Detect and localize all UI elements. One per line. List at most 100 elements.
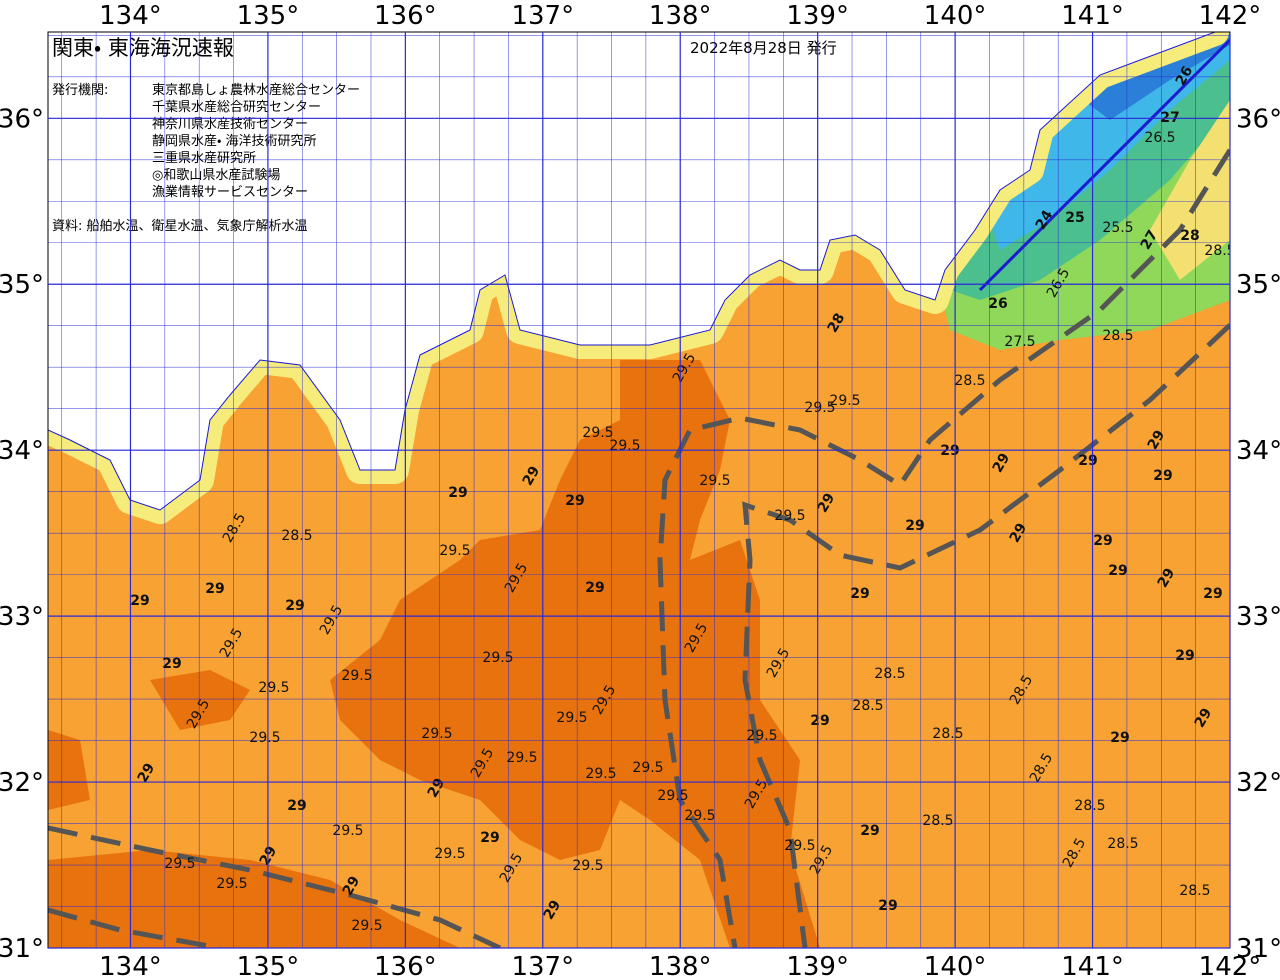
issue-date: 2022年8月28日 発行 [690, 39, 837, 57]
contour-label: 29.5 [556, 710, 587, 726]
lon-tick-label: 140° [924, 952, 987, 980]
contour-label: 29 [940, 443, 959, 459]
contour-label: 29.5 [632, 760, 663, 776]
contour-label: 29.5 [258, 680, 289, 696]
contour-label: 29 [285, 598, 304, 614]
lon-tick-label: 139° [786, 1, 849, 31]
contour-label: 28.5 [874, 666, 905, 682]
issuer: 静岡県水産・ 海洋技術研究所 [152, 133, 317, 149]
contour-label: 29 [905, 518, 924, 534]
contour-label: 29.5 [421, 726, 452, 742]
contour-label: 29 [287, 798, 306, 814]
lon-tick-label: 135° [237, 1, 300, 31]
contour-label: 29.5 [434, 846, 465, 862]
contour-label: 29.5 [506, 750, 537, 766]
contour-label: 28.5 [1179, 883, 1210, 899]
contour-label: 29.5 [657, 788, 688, 804]
contour-label: 28.5 [932, 726, 963, 742]
contour-label: 29.5 [746, 728, 777, 744]
issuer: 東京都島しょ農林水産総合センター [152, 82, 360, 98]
lat-tick-label: 36° [1236, 104, 1280, 134]
contour-label: 29 [205, 581, 224, 597]
lat-tick-label: 32° [0, 768, 44, 798]
warm-core [48, 360, 820, 948]
contour-label: 28 [1180, 228, 1199, 244]
lon-tick-label: 137° [511, 952, 574, 980]
lat-tick-label: 34° [0, 436, 44, 466]
lon-tick-label: 136° [374, 1, 437, 31]
lat-tick-label: 31° [0, 934, 44, 964]
contour-label: 29 [162, 656, 181, 672]
contour-label: 29.5 [582, 425, 613, 441]
contour-label: 29.5 [804, 400, 835, 416]
contour-label: 29.5 [482, 650, 513, 666]
contour-label: 29.5 [609, 438, 640, 454]
contour-label: 29 [130, 593, 149, 609]
contour-label: 28.5 [852, 698, 883, 714]
lon-tick-label: 136° [374, 952, 437, 980]
contour-label: 28.5 [1107, 836, 1138, 852]
lon-tick-label: 141° [1061, 1, 1124, 31]
contour-label: 28.5 [281, 528, 312, 544]
contour-label: 29.5 [332, 823, 363, 839]
contour-label: 29.5 [164, 856, 195, 872]
contour-label: 29.5 [572, 858, 603, 874]
lon-tick-label: 142° [1199, 952, 1262, 980]
lon-tick-label: 137° [511, 1, 574, 31]
contour-label: 29.5 [829, 393, 860, 409]
contour-label: 29 [810, 713, 829, 729]
issuer: 三重県水産研究所 [152, 150, 256, 166]
lon-tick-label: 142° [1199, 1, 1262, 31]
contour-label: 29 [1110, 730, 1129, 746]
contour-label: 29.5 [341, 668, 372, 684]
lon-tick-label: 134° [99, 952, 162, 980]
lat-tick-label: 31° [1236, 934, 1280, 964]
contour-label: 29 [850, 586, 869, 602]
contour-label: 28.5 [922, 813, 953, 829]
contour-label: 29 [448, 485, 467, 501]
lat-tick-label: 33° [1236, 602, 1280, 632]
contour-label: 29.5 [216, 876, 247, 892]
issuer-label: 発行機関: [52, 83, 108, 98]
contour-label: 25.5 [1102, 220, 1133, 236]
issuer: 千葉県水産総合研究センター [152, 99, 321, 115]
lon-tick-label: 141° [1061, 952, 1124, 980]
contour-label: 29 [585, 580, 604, 596]
contour-label: 29 [480, 830, 499, 846]
contour-label: 28.5 [1204, 243, 1235, 259]
issuer: ◎和歌山県水産試験場 [152, 168, 280, 183]
contour-label: 28.5 [1102, 328, 1133, 344]
contour-label: 29.5 [249, 730, 280, 746]
contour-label: 29.5 [699, 473, 730, 489]
contour-label: 29 [1093, 533, 1112, 549]
issuer-list: 東京都島しょ農林水産総合センター千葉県水産総合研究センター神奈川県水産技術センタ… [152, 82, 360, 200]
contour-label: 29.5 [585, 766, 616, 782]
lon-tick-label: 138° [649, 1, 712, 31]
contour-label: 26.5 [1144, 130, 1175, 146]
lat-tick-label: 33° [0, 602, 44, 632]
issuer: 神奈川県水産技術センター [152, 116, 308, 132]
contour-label: 29.5 [439, 543, 470, 559]
lon-tick-label: 138° [649, 952, 712, 980]
lon-tick-label: 134° [99, 1, 162, 31]
contour-label: 29 [1175, 648, 1194, 664]
contour-label: 29 [878, 898, 897, 914]
contour-label: 25 [1065, 210, 1084, 226]
contour-label: 29 [1078, 453, 1097, 469]
contour-label: 28.5 [954, 373, 985, 389]
title: 関東・ 東海海況速報 [52, 36, 234, 60]
contour-label: 28.5 [1074, 798, 1105, 814]
contour-label: 29.5 [784, 838, 815, 854]
lat-tick-label: 35° [1236, 270, 1280, 300]
contour-label: 29 [1153, 468, 1172, 484]
lat-tick-label: 32° [1236, 768, 1280, 798]
contour-label: 27.5 [1004, 334, 1035, 350]
contour-label: 29 [565, 493, 584, 509]
contour-label: 29 [1108, 563, 1127, 579]
contour-label: 29.5 [684, 808, 715, 824]
contour-label: 29.5 [351, 918, 382, 934]
